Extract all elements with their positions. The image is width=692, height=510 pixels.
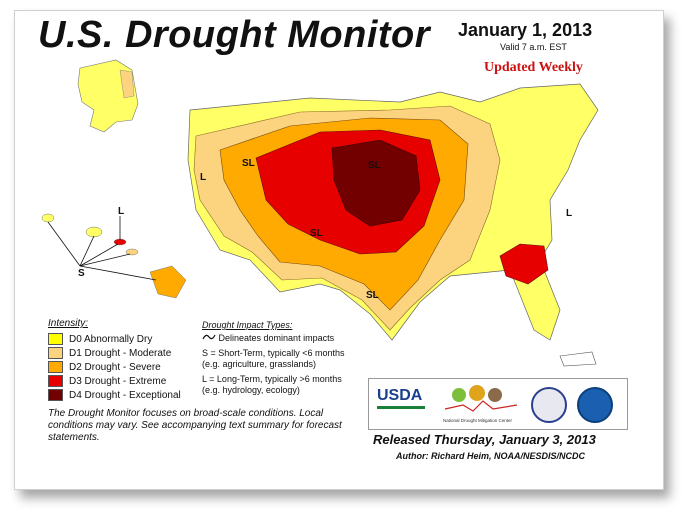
intensity-legend: Intensity: D0 Abnormally Dry D1 Drought … [48,318,181,402]
alaska-d1 [119,69,135,99]
legend-item: D4 Drought - Exceptional [48,388,181,402]
noaa-logo [577,387,613,423]
legend-label: D2 Drought - Severe [69,361,161,373]
d0-swatch [48,333,63,345]
impact-s1: S = Short-Term, typically <6 months [202,348,345,358]
author: Author: Richard Heim, NOAA/NESDIS/NCDC [396,451,586,461]
ndmc-logo: National Drought Mitigation Center [443,385,519,423]
impact-l1: L = Long-Term, typically >6 months [202,374,342,384]
legend-label: D1 Drought - Moderate [69,347,172,359]
d4-area [331,139,421,227]
partner-logos: USDA National Drought Mitigation Center [368,378,628,430]
updated-weekly: Updated Weekly [484,60,583,75]
d3-swatch [48,375,63,387]
impact-legend: Drought Impact Types: Delineates dominan… [202,320,345,396]
commerce-seal [531,387,567,423]
map-date: January 1, 2013 [458,20,593,40]
impact-label-s: S [78,268,85,279]
impact-label-l: L [200,172,206,183]
disclaimer-note: The Drought Monitor focuses on broad-sca… [48,408,342,443]
release-date: Released Thursday, January 3, 2013 [373,432,596,447]
impact-line-label: Delineates dominant impacts [218,333,335,343]
d2-swatch [48,361,63,373]
drought-map: SL SL SL SL S L L L [41,59,599,367]
legend-item: D2 Drought - Severe [48,360,181,374]
boundary-line-icon [202,334,216,340]
impact-label-sl: SL [242,158,255,169]
usda-logo-text: USDA [377,387,423,404]
legend-label: D3 Drought - Extreme [69,375,167,387]
southeast-drought [499,243,549,285]
hawaii-region [41,213,187,299]
impact-label-sl: SL [310,228,323,239]
legend-item: D0 Abnormally Dry [48,332,181,346]
impact-line: Delineates dominant impacts [202,333,345,344]
legend-label: D4 Drought - Exceptional [69,389,181,401]
legend-item: D1 Drought - Moderate [48,346,181,360]
impact-label-l: L [566,208,572,219]
legend-item: D3 Drought - Extreme [48,374,181,388]
page-title: U.S. Drought Monitor [38,14,431,56]
impact-label-l: L [118,206,124,217]
legend-title: Intensity: [48,318,89,329]
usda-logo: USDA [377,387,425,421]
impact-title: Drought Impact Types: [202,320,293,330]
d4-swatch [48,389,63,401]
impact-label-sl: SL [368,160,381,171]
tree-icon [444,385,518,412]
legend-label: D0 Abnormally Dry [69,333,153,345]
ndmc-label: National Drought Mitigation Center [443,418,513,423]
impact-label-sl: SL [366,290,379,301]
impact-s2: (e.g. agriculture, grasslands) [202,359,317,369]
valid-time: Valid 7 a.m. EST [500,42,567,52]
d1-swatch [48,347,63,359]
impact-l2: (e.g. hydrology, ecology) [202,385,300,395]
puerto-rico [559,351,597,367]
